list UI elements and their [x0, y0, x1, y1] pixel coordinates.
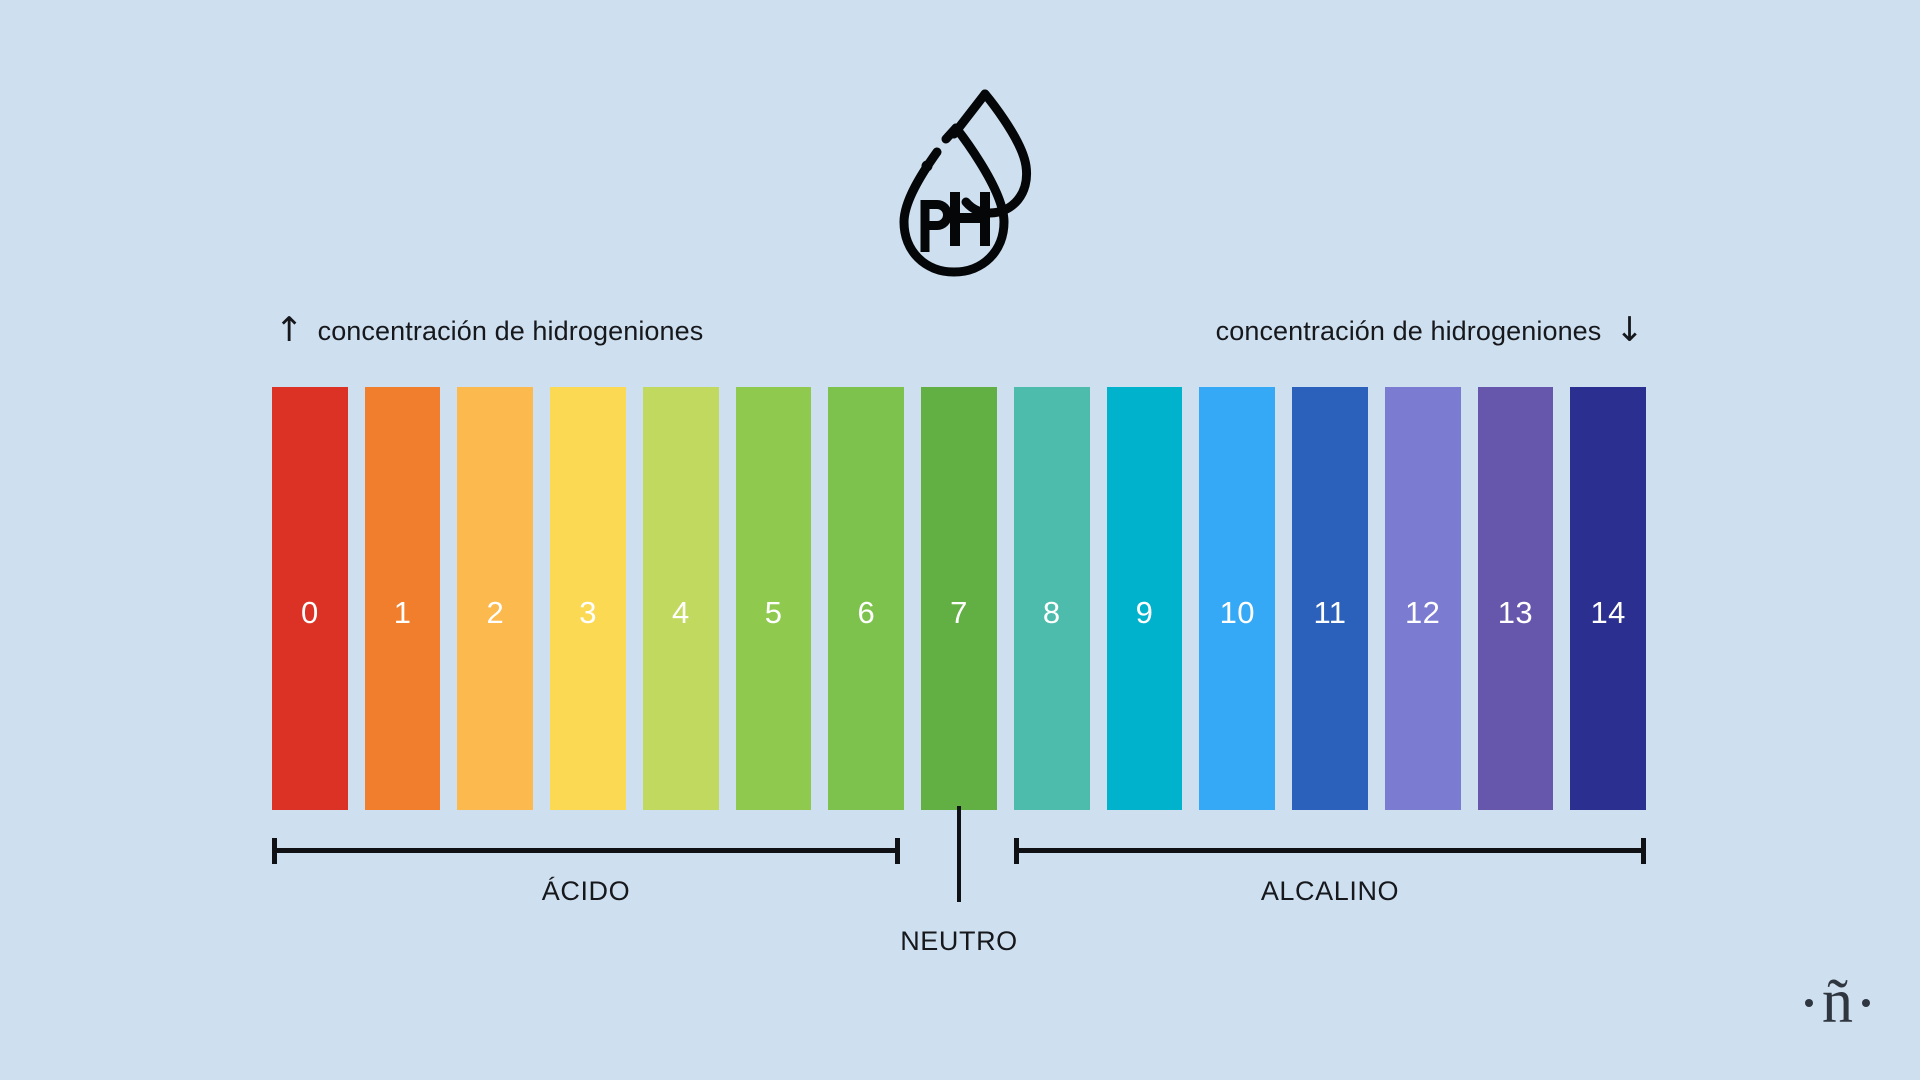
ph-bar-value: 2: [486, 594, 505, 630]
ph-bar-value: 6: [857, 594, 876, 630]
ph-bar-12[interactable]: 12: [1384, 387, 1461, 810]
brand-dot-left-icon: [1805, 998, 1813, 1007]
ph-bar-13[interactable]: 13: [1477, 387, 1554, 810]
acid-bracket-line: [272, 848, 900, 853]
ph-bar-value: 9: [1135, 594, 1154, 630]
ph-bar-value: 8: [1042, 594, 1061, 630]
ph-bar-4[interactable]: 4: [642, 387, 719, 810]
hydrogen-concentration-right-label: concentración de hidrogeniones: [1215, 315, 1602, 346]
ph-bar-value: 5: [764, 594, 783, 630]
ph-bar-value: 14: [1590, 594, 1626, 630]
alkaline-range-bracket: [1014, 838, 1646, 864]
ph-scale-bars: 0 1 2 3 4 5 6 7 8 9 10 11 12 13 14: [272, 387, 1647, 810]
ph-bar-7[interactable]: 7: [921, 387, 997, 810]
ph-water-drop-icon: [884, 82, 1036, 284]
alkaline-range-label: ALCALINO: [1260, 876, 1400, 906]
ph-bar-value: 11: [1313, 594, 1347, 630]
brand-letter: ñ: [1822, 968, 1853, 1037]
ph-bar-8[interactable]: 8: [1013, 387, 1090, 810]
ph-bar-11[interactable]: 11: [1292, 387, 1368, 810]
alkaline-bracket-cap-right: [1641, 838, 1646, 864]
ph-bar-value: 4: [671, 594, 690, 630]
neutral-range-label: NEUTRO: [900, 926, 1018, 956]
brand-logo: ñ: [1805, 968, 1870, 1037]
ph-bar-value: 13: [1497, 594, 1534, 630]
ph-bar-value: 10: [1219, 594, 1255, 630]
ph-bar-5[interactable]: 5: [735, 387, 812, 810]
ph-bar-value: 0: [301, 594, 319, 630]
acid-bracket-cap-right: [895, 838, 900, 864]
acid-range-label: ÁCIDO: [541, 876, 631, 906]
ph-bar-value: 12: [1405, 594, 1441, 630]
ph-bar-0[interactable]: 0: [272, 387, 348, 810]
hydrogen-concentration-left: ↑ concentración de hidrogeniones: [275, 310, 704, 350]
ph-bar-value: 1: [393, 594, 412, 630]
ph-bar-6[interactable]: 6: [828, 387, 905, 810]
ph-bar-1[interactable]: 1: [364, 387, 441, 810]
arrow-down-icon: ↓: [1615, 310, 1644, 350]
ph-bar-3[interactable]: 3: [550, 387, 626, 810]
hydrogen-concentration-right: concentración de hidrogeniones ↓: [1215, 310, 1644, 350]
ph-bar-2[interactable]: 2: [457, 387, 534, 810]
ph-bar-10[interactable]: 10: [1199, 387, 1276, 810]
ph-bar-value: 3: [579, 594, 597, 630]
acid-range-bracket: [272, 838, 900, 864]
hydrogen-concentration-left-label: concentración de hidrogeniones: [317, 315, 704, 346]
neutral-indicator-line: [957, 806, 961, 902]
alkaline-bracket-line: [1014, 848, 1646, 853]
ph-bar-value: 7: [950, 594, 968, 630]
brand-dot-right-icon: [1862, 998, 1870, 1007]
ph-bar-14[interactable]: 14: [1570, 387, 1647, 810]
ph-bar-9[interactable]: 9: [1106, 387, 1183, 810]
arrow-up-icon: ↑: [275, 310, 304, 350]
